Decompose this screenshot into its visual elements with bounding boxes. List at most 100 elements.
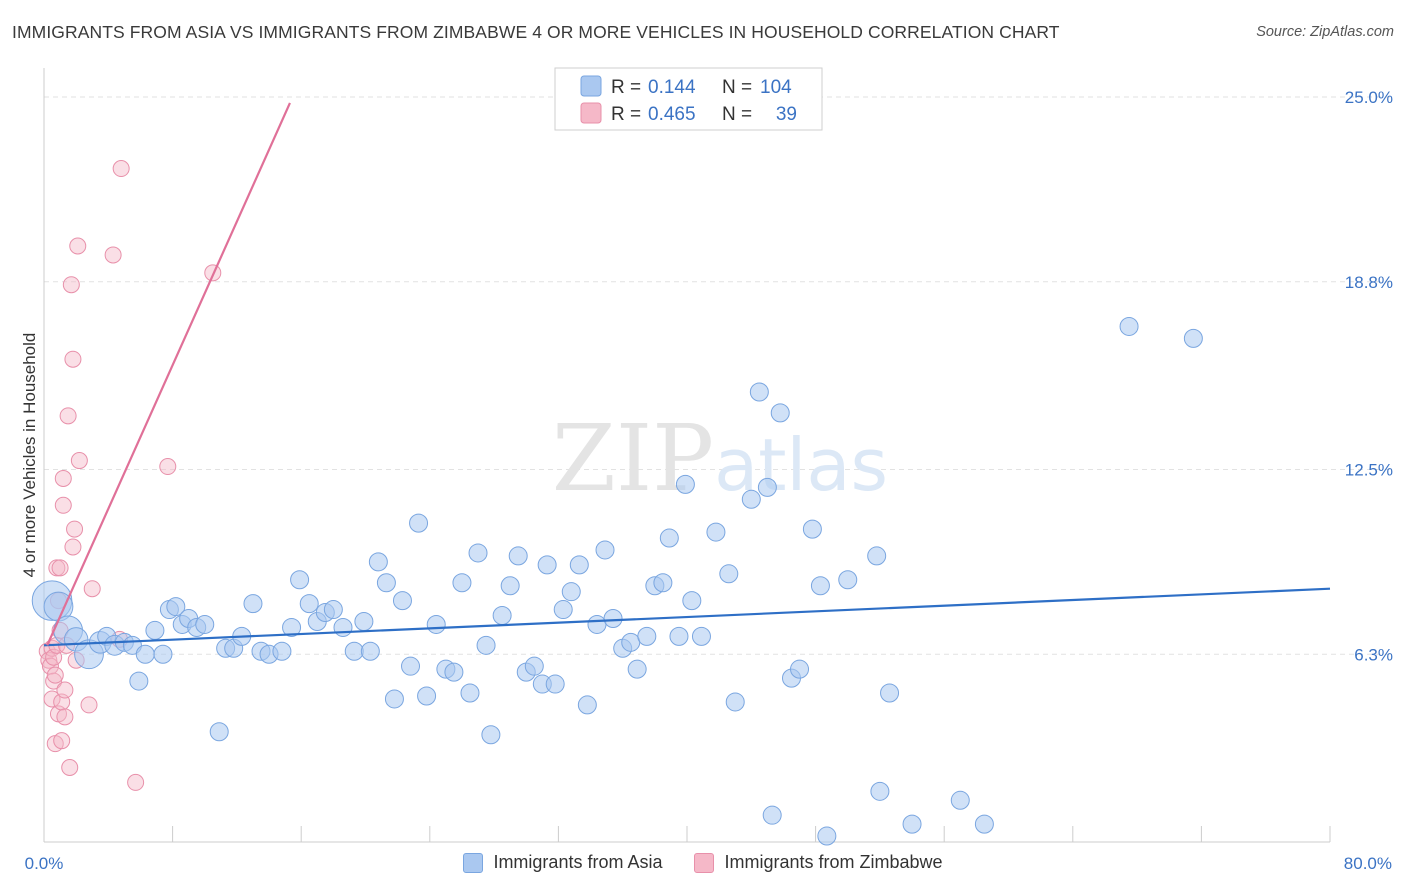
asia-point <box>166 597 186 617</box>
bottom-legend-label-zimbabwe: Immigrants from Zimbabwe <box>724 852 943 872</box>
svg-text:N = N =: N = N = <box>722 77 757 125</box>
zimbabwe-point <box>54 469 72 487</box>
asia-point <box>500 576 520 596</box>
zimbabwe-point <box>56 681 74 699</box>
asia-point <box>950 790 970 810</box>
asia-point <box>603 609 623 628</box>
zimbabwe-point <box>112 160 130 178</box>
bottom-legend-swatch-zimbabwe <box>694 852 715 873</box>
asia-point <box>669 626 689 646</box>
asia-point <box>902 814 922 834</box>
asia-point <box>770 403 790 423</box>
zimbabwe-point <box>104 246 122 264</box>
asia-point <box>725 692 745 712</box>
zimbabwe-point <box>69 237 87 255</box>
asia-point <box>401 656 421 676</box>
asia-point <box>452 573 472 593</box>
legend-n-value-asia: 104 <box>760 77 792 98</box>
asia-point <box>243 594 263 614</box>
zimbabwe-point <box>46 666 64 684</box>
asia-point <box>762 805 782 825</box>
watermark: ZIPatlas <box>552 405 888 512</box>
asia-point <box>719 564 739 584</box>
zimbabwe-point <box>54 496 72 514</box>
axes <box>43 68 1331 843</box>
asia-point <box>637 626 657 646</box>
asia-point <box>537 555 557 575</box>
legend-n-value-zimbabwe: 39 <box>776 104 797 125</box>
asia-point <box>587 614 607 634</box>
zimbabwe-point <box>56 708 74 726</box>
legend-n-label-asia: N = <box>722 77 752 98</box>
svg-text:R = R =: R = R = <box>611 77 646 125</box>
asia-point <box>627 659 647 679</box>
asia-point <box>595 540 615 560</box>
asia-point <box>135 644 155 664</box>
asia-point <box>392 591 412 611</box>
asia-point <box>129 671 149 691</box>
zimbabwe-points <box>38 160 222 791</box>
x-tick-label: 0.0% <box>25 854 64 873</box>
asia-point <box>659 528 679 548</box>
zimbabwe-point <box>64 350 82 368</box>
bottom-legend-asia: Immigrants from Asia <box>463 852 662 873</box>
asia-point <box>691 626 711 646</box>
asia-point <box>802 519 822 539</box>
asia-point <box>706 522 726 542</box>
asia-point <box>974 814 994 834</box>
asia-point <box>481 725 501 745</box>
asia-point <box>344 641 364 661</box>
asia-point <box>569 555 589 575</box>
asia-point <box>817 826 837 846</box>
zimbabwe-point <box>66 520 84 538</box>
svg-text:104 39: 104 39 <box>760 77 797 125</box>
zimbabwe-point <box>51 559 69 577</box>
legend-box: R = R = 0.144 0.465 N = N = 104 39 <box>554 67 823 131</box>
zimbabwe-point <box>45 672 63 690</box>
asia-point <box>153 644 173 664</box>
legend-r-label-zimbabwe: R = <box>611 104 641 125</box>
zimbabwe-point <box>127 773 145 791</box>
zimbabwe-point <box>62 276 80 294</box>
asia-point <box>577 695 597 715</box>
x-tick-label: 80.0% <box>1344 854 1392 873</box>
zimbabwe-trend-line <box>46 102 291 646</box>
asia-point <box>384 689 404 709</box>
asia-point <box>838 570 858 590</box>
svg-text:0.144 0.465: 0.144 0.465 <box>648 77 701 125</box>
asia-point <box>1183 328 1203 348</box>
bottom-legend: Immigrants from Asia Immigrants from Zim… <box>0 852 1406 873</box>
asia-point <box>282 617 302 637</box>
legend-r-value-asia: 0.144 <box>648 77 696 98</box>
asia-point <box>1119 316 1139 336</box>
asia-point <box>524 656 544 676</box>
zimbabwe-point <box>53 732 71 750</box>
tick-labels: 6.3% 12.5% 18.8% 25.0% 0.0% 80.0% <box>25 88 1393 873</box>
y-tick-label: 18.8% <box>1345 273 1393 292</box>
zimbabwe-point <box>70 452 88 470</box>
asia-point <box>360 641 380 661</box>
asia-point <box>409 513 429 533</box>
asia-point <box>195 614 215 634</box>
legend-r-value-zimbabwe: 0.465 <box>648 104 696 125</box>
asia-point <box>209 722 229 742</box>
asia-point <box>675 474 695 494</box>
legend-swatch-zimbabwe <box>580 102 602 124</box>
asia-points <box>31 316 1203 846</box>
asia-point <box>749 382 769 402</box>
legend-swatch-asia <box>580 75 602 97</box>
asia-point <box>810 576 830 596</box>
asia-point <box>460 683 480 703</box>
asia-trend-line <box>43 587 1331 647</box>
asia-point <box>741 489 761 509</box>
legend-r-label-asia: R = <box>611 77 641 98</box>
asia-point <box>290 570 310 590</box>
chart-title: IMMIGRANTS FROM ASIA VS IMMIGRANTS FROM … <box>12 22 1060 42</box>
asia-point <box>492 606 512 626</box>
asia-point <box>790 659 810 679</box>
asia-point <box>426 614 446 634</box>
bottom-legend-label-asia: Immigrants from Asia <box>493 852 663 872</box>
asia-point <box>508 546 528 566</box>
y-tick-label: 12.5% <box>1345 461 1393 480</box>
